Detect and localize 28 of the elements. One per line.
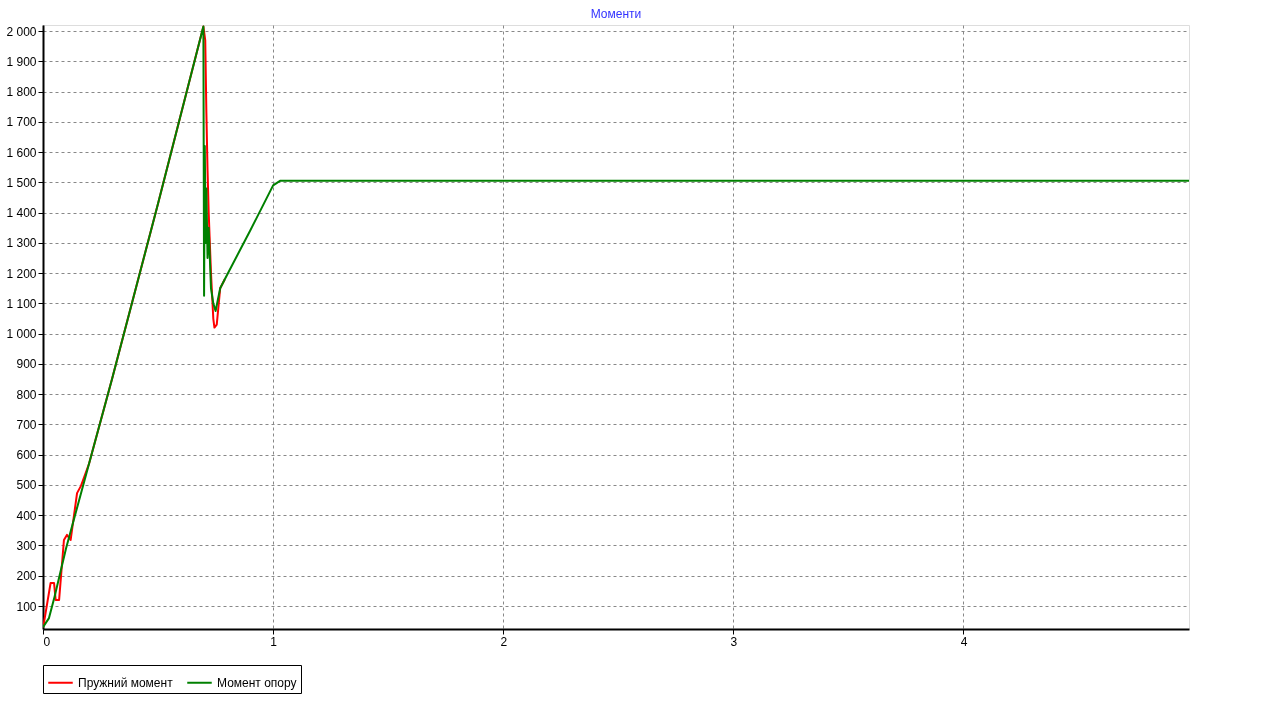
x-tick-label: 4 <box>960 634 968 649</box>
y-tick-label: 600 <box>16 448 37 463</box>
y-tick-label: 1 900 <box>6 54 37 69</box>
legend-label: Момент опору <box>217 675 297 690</box>
x-tick-label: 1 <box>270 634 278 649</box>
x-tick-label: 3 <box>730 634 738 649</box>
x-tick-label: 2 <box>500 634 508 649</box>
legend-label: Пружний момент <box>78 675 174 690</box>
y-tick-label: 1 400 <box>6 206 37 221</box>
y-tick-label: 1 500 <box>6 175 37 190</box>
y-tick-label: 300 <box>16 538 37 553</box>
y-tick-label: 800 <box>16 387 37 402</box>
x-tick-label: 0 <box>43 634 51 649</box>
y-tick-label: 1 300 <box>6 236 37 251</box>
y-tick-label: 200 <box>16 569 37 584</box>
y-tick-label: 1 700 <box>6 115 37 130</box>
y-tick-label: 1 100 <box>6 296 37 311</box>
y-tick-label: 500 <box>16 478 37 493</box>
y-tick-label: 900 <box>16 357 37 372</box>
chart-title: Моменти <box>590 7 642 21</box>
y-tick-label: 1 800 <box>6 85 37 100</box>
y-tick-label: 700 <box>16 417 37 432</box>
y-tick-label: 100 <box>16 599 37 614</box>
y-tick-label: 1 200 <box>6 266 37 281</box>
y-tick-label: 400 <box>16 508 37 523</box>
y-tick-label: 1 000 <box>6 327 37 342</box>
y-tick-label: 2 000 <box>6 24 37 39</box>
y-tick-label: 1 600 <box>6 145 37 160</box>
